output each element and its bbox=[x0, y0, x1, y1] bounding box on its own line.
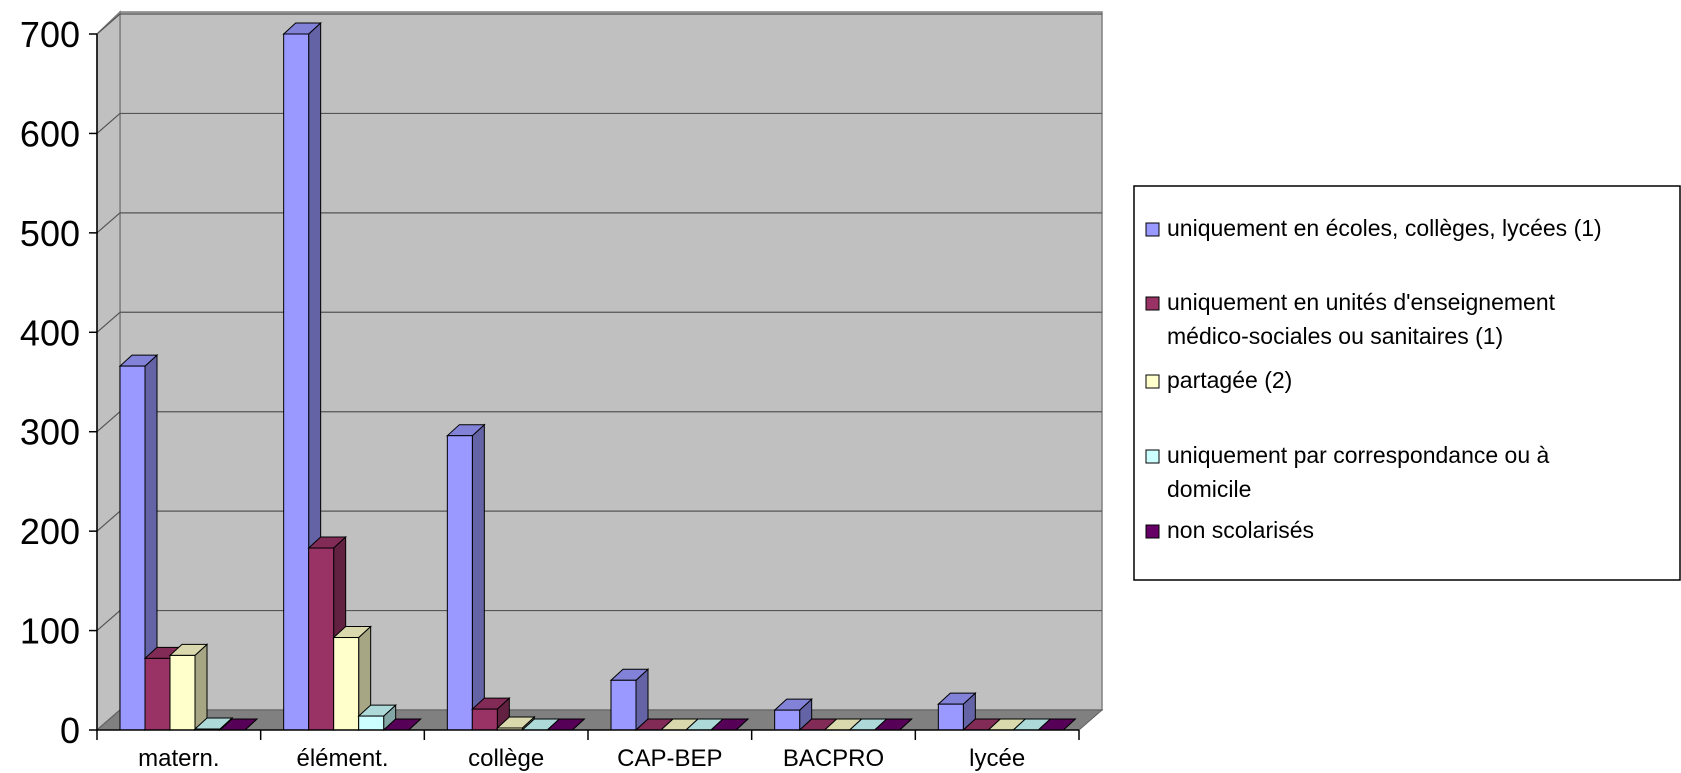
bar bbox=[1037, 718, 1077, 731]
y-tick-label: 700 bbox=[20, 14, 80, 55]
bar-front bbox=[937, 703, 964, 731]
legend-label: non scolarisés bbox=[1167, 517, 1314, 543]
legend-entry: uniquement par correspondance ou à domici… bbox=[1145, 442, 1550, 502]
y-tick-label: 0 bbox=[60, 710, 80, 751]
legend-label: uniquement en unités d'enseignement bbox=[1167, 289, 1556, 315]
bar bbox=[118, 353, 159, 732]
bar-front bbox=[169, 654, 196, 731]
bar-front bbox=[119, 365, 146, 731]
bar bbox=[357, 703, 397, 732]
legend-swatch bbox=[1145, 296, 1160, 311]
gridline bbox=[96, 610, 121, 632]
x-tick-label: lycée bbox=[969, 745, 1025, 772]
legend-swatch bbox=[1145, 524, 1160, 539]
bar-front bbox=[471, 708, 498, 731]
y-tick-label: 200 bbox=[20, 511, 80, 552]
legend-swatch bbox=[1145, 222, 1160, 237]
x-tick-label: élément. bbox=[296, 745, 388, 772]
legend-swatch bbox=[1145, 374, 1160, 389]
plot-back-wall bbox=[119, 11, 1103, 711]
bar-front bbox=[774, 709, 801, 731]
y-tick-label: 400 bbox=[20, 312, 80, 353]
bar-side bbox=[194, 643, 208, 732]
gridline bbox=[96, 13, 121, 35]
bar bbox=[937, 692, 977, 732]
bar-side bbox=[471, 423, 485, 732]
x-tick-label: CAP-BEP bbox=[617, 745, 722, 772]
bar bbox=[873, 718, 913, 731]
y-tick-label: 600 bbox=[20, 113, 80, 154]
y-tick-label: 500 bbox=[20, 213, 80, 254]
y-tick-label: 100 bbox=[20, 611, 80, 652]
bar-front bbox=[333, 637, 360, 731]
legend-label: médico-sociales ou sanitaires (1) bbox=[1167, 323, 1503, 349]
bar-front bbox=[446, 435, 473, 731]
gridline bbox=[96, 311, 121, 333]
legend-entry: non scolarisés bbox=[1145, 517, 1314, 543]
bar bbox=[546, 718, 586, 731]
gridline bbox=[96, 212, 121, 234]
bar-front bbox=[358, 715, 385, 731]
bar-front bbox=[144, 657, 171, 731]
bars bbox=[118, 21, 1077, 732]
bar bbox=[446, 423, 486, 732]
gridline bbox=[96, 411, 121, 433]
x-tick-label: BACPRO bbox=[783, 745, 884, 772]
legend-label: partagée (2) bbox=[1167, 367, 1292, 393]
legend-swatch bbox=[1145, 449, 1160, 464]
bar bbox=[773, 697, 813, 732]
x-tick-label: collège bbox=[468, 745, 544, 772]
legend-entry: partagée (2) bbox=[1145, 367, 1292, 393]
legend-entry: uniquement en unités d'enseignement médic… bbox=[1145, 289, 1556, 349]
x-axis: matern. élément. collège CAP-BEP BACPRO lycée bbox=[96, 729, 1080, 772]
bar bbox=[609, 668, 650, 732]
y-tick-label: 300 bbox=[20, 412, 80, 453]
plot-side-wall bbox=[96, 10, 121, 732]
gridline bbox=[96, 112, 121, 134]
bar bbox=[471, 696, 511, 732]
y-axis: 0 100 200 300 400 500 600 700 bbox=[20, 14, 98, 751]
bar bbox=[332, 625, 372, 732]
legend-label: uniquement par correspondance ou à bbox=[1167, 442, 1550, 468]
legend-label: uniquement en écoles, collèges, lycées (… bbox=[1167, 215, 1602, 241]
bar bbox=[168, 643, 209, 732]
bar-front bbox=[283, 33, 310, 731]
legend-entry: uniquement en écoles, collèges, lycées (… bbox=[1145, 215, 1602, 241]
legend: uniquement en écoles, collèges, lycées (… bbox=[1133, 185, 1681, 581]
x-tick-label: matern. bbox=[138, 745, 219, 772]
legend-label: domicile bbox=[1167, 476, 1251, 502]
bar-front bbox=[610, 679, 637, 731]
bar-front bbox=[308, 547, 335, 731]
gridline bbox=[96, 510, 121, 532]
legend-box bbox=[1133, 185, 1681, 581]
